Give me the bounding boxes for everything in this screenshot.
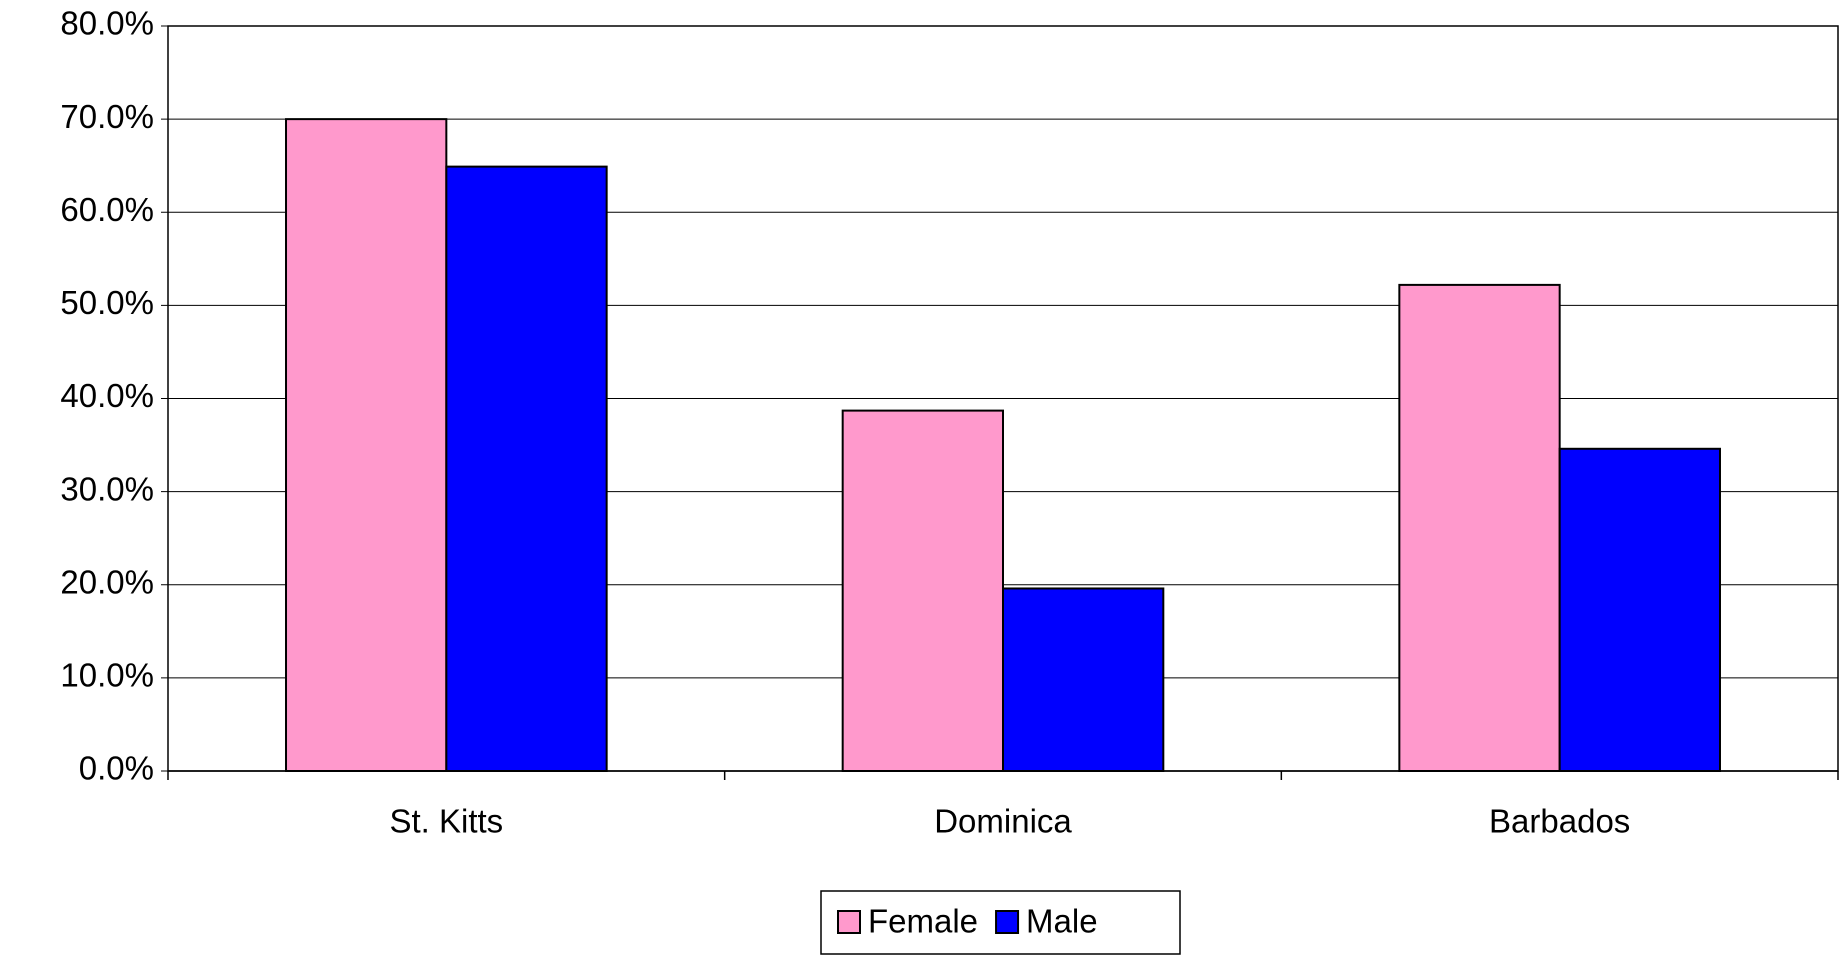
y-tick-label: 70.0% — [60, 98, 154, 135]
y-tick-label: 0.0% — [79, 750, 154, 787]
y-tick-label: 60.0% — [60, 191, 154, 228]
y-tick-label: 80.0% — [60, 5, 154, 42]
x-tick-label: Barbados — [1489, 803, 1630, 840]
bar — [285, 118, 448, 772]
bar — [1002, 587, 1165, 772]
legend-label: Male — [1026, 903, 1098, 940]
y-tick-label: 20.0% — [60, 563, 154, 600]
y-tick-label: 40.0% — [60, 377, 154, 414]
y-tick-label: 30.0% — [60, 470, 154, 507]
legend-swatch — [995, 910, 1020, 934]
x-tick-label: St. Kitts — [389, 803, 503, 840]
y-tick-label: 50.0% — [60, 284, 154, 321]
y-tick-label: 10.0% — [60, 657, 154, 694]
bar — [841, 409, 1004, 772]
bar — [1558, 447, 1721, 772]
legend-swatch — [837, 910, 861, 934]
bar — [1398, 283, 1561, 772]
x-tick-label: Dominica — [934, 803, 1072, 840]
bar — [445, 165, 608, 772]
legend-label: Female — [868, 903, 978, 940]
